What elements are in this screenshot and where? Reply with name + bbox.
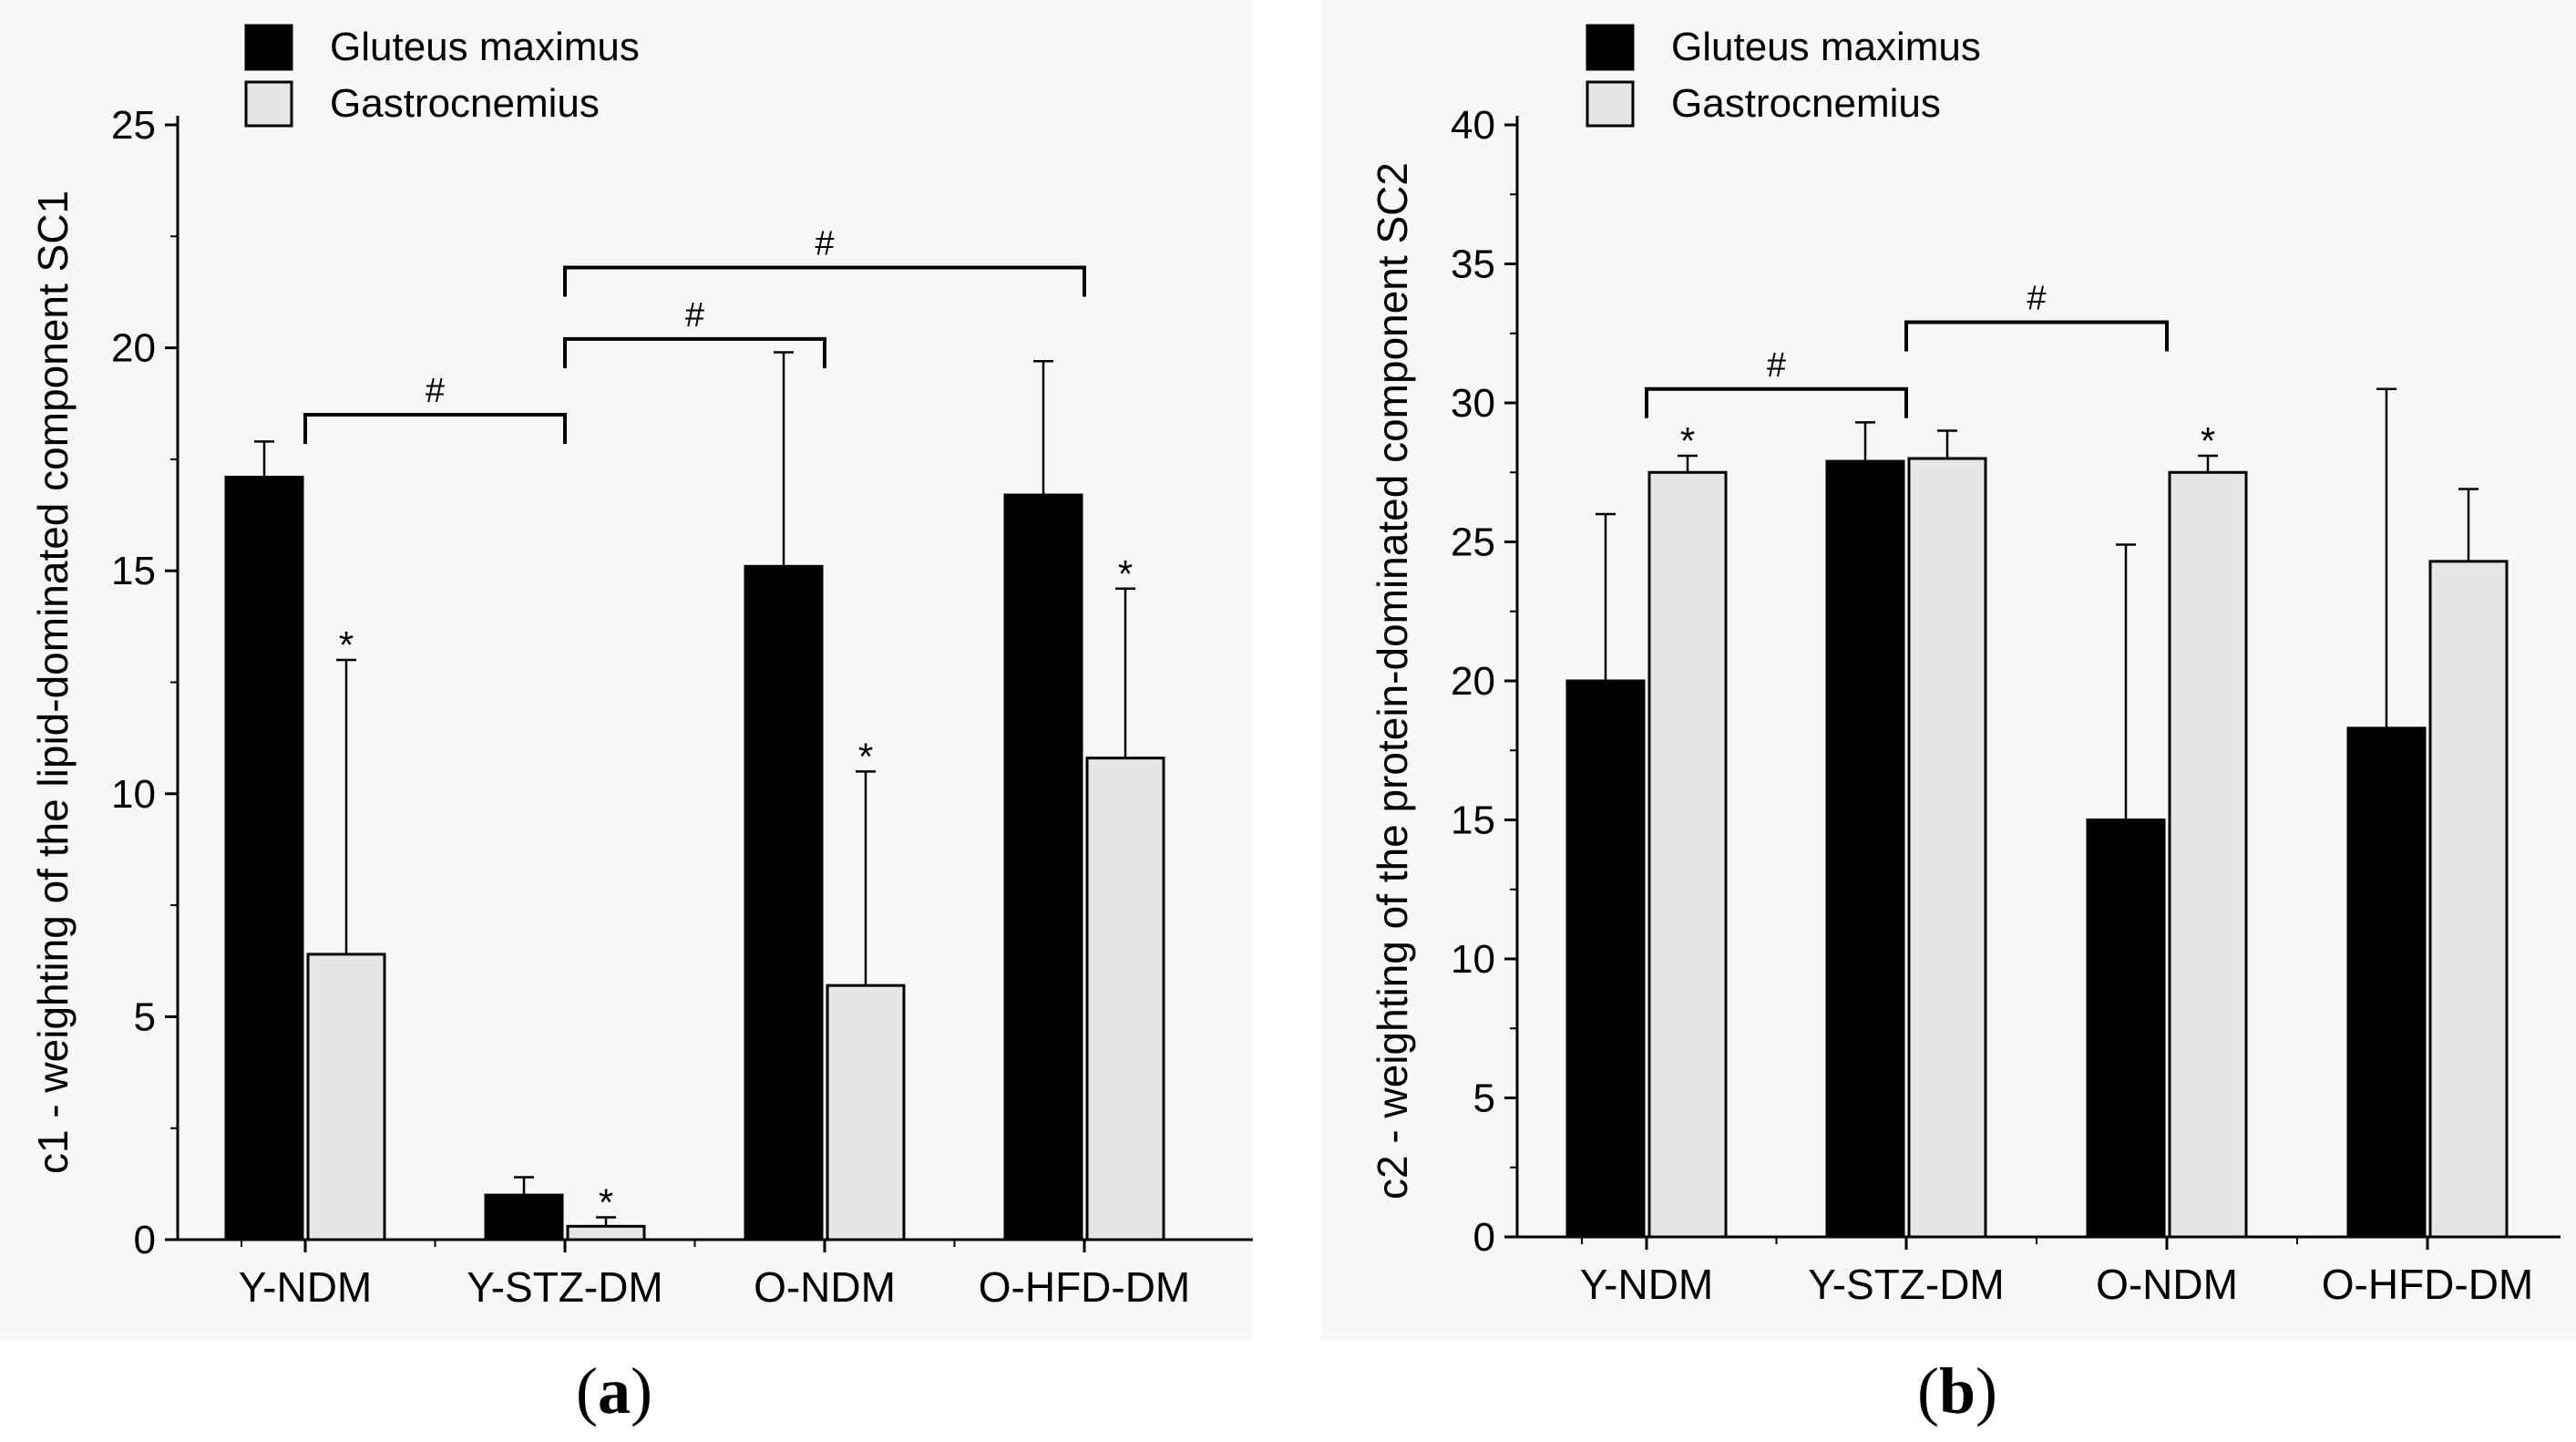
legend-swatch-gluteus-maximus	[1586, 24, 1635, 71]
y-tick-label: 0	[1473, 1215, 1495, 1260]
y-tick-label: 25	[111, 103, 156, 148]
y-tick-label: 20	[1451, 659, 1495, 704]
bar-gluteus-maximus	[1565, 679, 1646, 1239]
significance-star: *	[599, 1181, 613, 1224]
legend-swatch-gluteus-maximus	[244, 24, 293, 71]
y-tick-label: 40	[1451, 103, 1495, 148]
significance-hash: #	[815, 225, 834, 263]
significance-bracket	[303, 412, 567, 444]
significance-hash: #	[2027, 280, 2046, 318]
y-tick-label: 5	[134, 994, 156, 1039]
x-tick-label: O-NDM	[754, 1263, 896, 1311]
bar-gluteus-maximus	[2346, 726, 2427, 1239]
significance-bracket	[1904, 320, 2169, 352]
bar-gluteus-maximus	[484, 1193, 564, 1241]
x-tick-label: O-HFD-DM	[979, 1263, 1191, 1311]
y-tick-label: 5	[1473, 1076, 1495, 1121]
legend-swatch-gastrocnemius	[1586, 80, 1635, 128]
legend-label-gluteus-maximus: Gluteus maximus	[330, 25, 640, 69]
legend-label-gastrocnemius: Gastrocnemius	[330, 81, 600, 126]
bar-gluteus-maximus	[1825, 459, 1905, 1239]
panel-a: 0 5 10 15 20 25 c1 - weighting of the lipid-do…	[0, 0, 1253, 1427]
panel-label-open: (	[576, 1354, 598, 1427]
y-tick-label: 25	[1451, 520, 1495, 565]
panel-label-close: )	[1976, 1354, 1997, 1427]
bar-gastrocnemius	[1647, 470, 1728, 1239]
bar-gastrocnemius	[826, 984, 906, 1241]
bar-gastrocnemius	[2168, 470, 2248, 1239]
x-tick-label: Y-STZ-DM	[1808, 1261, 2005, 1308]
x-tick-label: Y-STZ-DM	[467, 1263, 663, 1311]
y-tick-label: 20	[111, 326, 156, 371]
y-tick-label: 15	[1451, 798, 1495, 843]
bar-gluteus-maximus	[2086, 819, 2166, 1239]
y-axis-title: c1 - weighting of the lipid-dominated co…	[29, 191, 77, 1174]
bar-gluteus-maximus	[744, 564, 824, 1241]
significance-star: *	[858, 735, 873, 778]
bar-gluteus-maximus	[224, 475, 304, 1241]
significance-star: *	[339, 623, 354, 666]
bar-gastrocnemius	[2428, 560, 2509, 1239]
significance-hash: #	[426, 372, 445, 410]
panel-b: 0 5 10 15 20 25 30 35 40 c2 - weighting of the pr…	[1321, 0, 2576, 1427]
significance-star: *	[2201, 419, 2215, 462]
significance-star: *	[1680, 419, 1695, 462]
y-tick-label: 0	[134, 1218, 156, 1262]
panel-label: (a)	[576, 1354, 652, 1427]
bar-gastrocnemius	[306, 953, 386, 1241]
y-tick-label: 35	[1451, 242, 1495, 287]
x-tick-label: O-HFD-DM	[2322, 1261, 2534, 1308]
x-tick-label: O-NDM	[2096, 1261, 2238, 1308]
panel-label: (b)	[1917, 1354, 1997, 1427]
significance-hash: #	[1767, 346, 1786, 385]
significance-hash: #	[685, 296, 704, 335]
panel-label-letter: b	[1939, 1354, 1976, 1427]
significance-bracket	[1645, 386, 1908, 418]
y-tick-label: 30	[1451, 381, 1495, 426]
panel-label-open: (	[1917, 1354, 1939, 1427]
legend-swatch-gastrocnemius	[244, 80, 293, 128]
panel-label-close: )	[631, 1354, 652, 1427]
x-tick-label: Y-NDM	[239, 1263, 373, 1311]
significance-bracket	[563, 265, 1086, 297]
legend-label-gastrocnemius: Gastrocnemius	[1671, 81, 1941, 126]
bar-gastrocnemius	[1085, 757, 1165, 1241]
y-tick-label: 10	[1451, 937, 1495, 982]
bar-gastrocnemius	[566, 1224, 646, 1241]
panel-label-letter: a	[598, 1354, 631, 1427]
y-axis-title: c2 - weighting of the protein-dominated …	[1369, 162, 1416, 1200]
y-tick-label: 15	[111, 549, 156, 593]
x-tick-label: Y-NDM	[1580, 1261, 1714, 1308]
legend-label-gluteus-maximus: Gluteus maximus	[1671, 25, 1981, 69]
bar-gluteus-maximus	[1003, 493, 1083, 1241]
significance-star: *	[1118, 552, 1133, 595]
bar-gastrocnemius	[1907, 457, 1987, 1239]
significance-bracket	[563, 336, 826, 368]
y-tick-label: 10	[111, 772, 156, 817]
